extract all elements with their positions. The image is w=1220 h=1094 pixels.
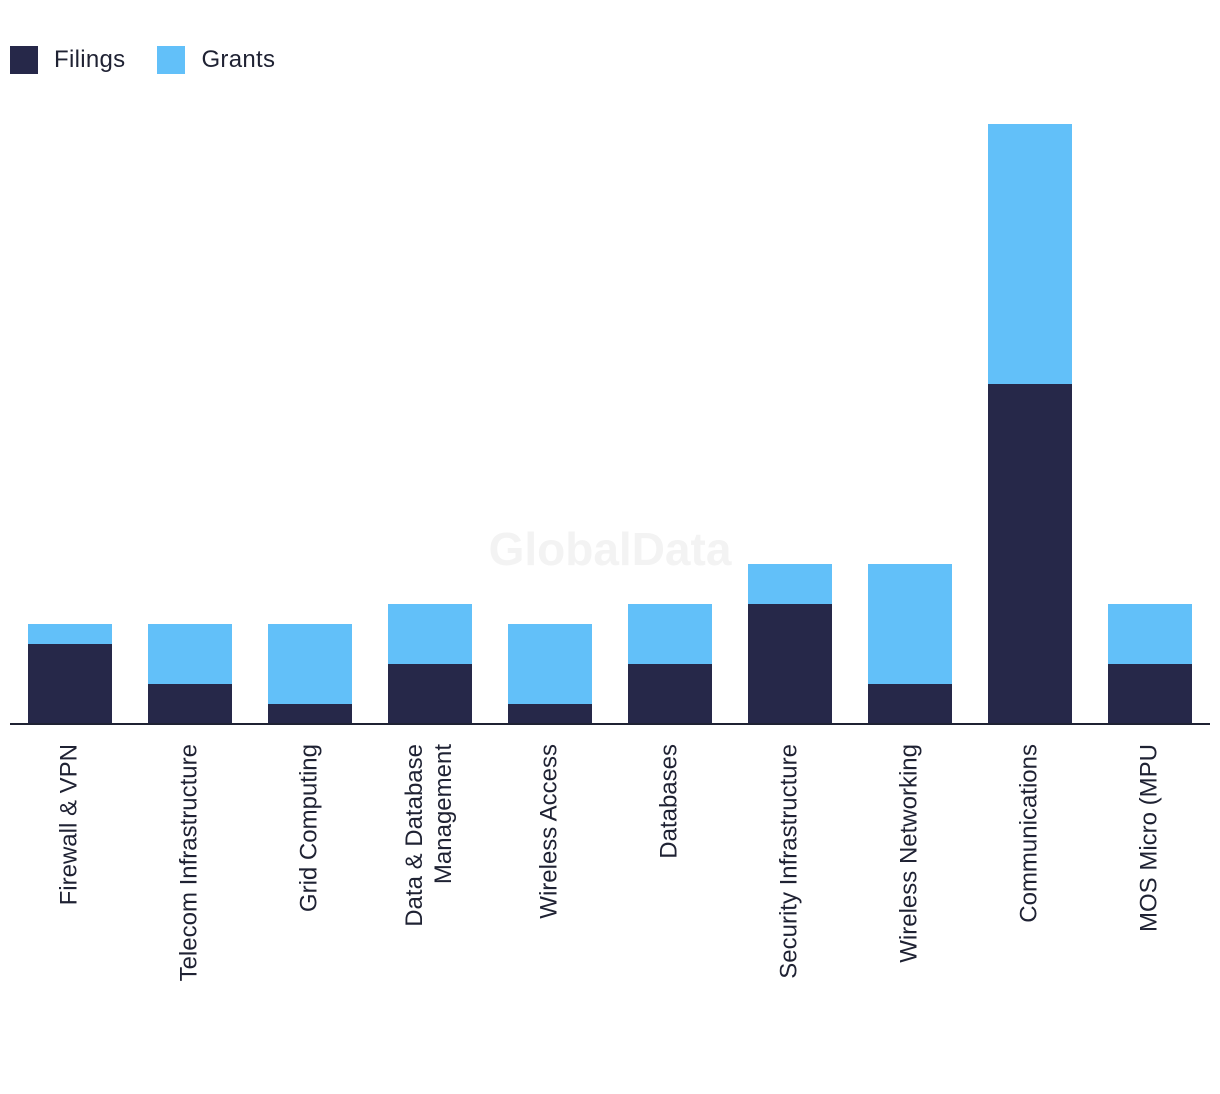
x-tick-label-7: Wireless Networking — [895, 744, 922, 963]
bar-filings-0 — [28, 644, 112, 724]
bar-grants-6 — [748, 564, 832, 604]
x-tick-label-3-line-1: Management — [430, 744, 457, 884]
x-tick-label-2: Grid Computing — [295, 744, 322, 912]
bar-grants-3 — [388, 604, 472, 664]
legend-swatch-filings — [10, 46, 38, 74]
bar-filings-8 — [988, 384, 1072, 724]
x-tick-label-4: Wireless Access — [535, 744, 562, 919]
watermark: GlobalData — [489, 523, 732, 575]
bar-filings-6 — [748, 604, 832, 724]
bar-filings-5 — [628, 664, 712, 724]
bar-grants-1 — [148, 624, 232, 684]
bar-grants-7 — [868, 564, 952, 684]
bar-filings-2 — [268, 704, 352, 724]
bar-grants-8 — [988, 124, 1072, 384]
x-tick-label-6: Security Infrastructure — [775, 744, 802, 979]
legend-item-filings: Filings — [10, 46, 125, 74]
bar-grants-5 — [628, 604, 712, 664]
bar-grants-9 — [1108, 604, 1192, 664]
bar-filings-3 — [388, 664, 472, 724]
x-tick-label-1: Telecom Infrastructure — [175, 744, 202, 981]
x-tick-label-8: Communications — [1015, 744, 1042, 923]
bar-filings-7 — [868, 684, 952, 724]
legend-item-grants: Grants — [157, 46, 275, 74]
bar-filings-1 — [148, 684, 232, 724]
x-tick-label-0: Firewall & VPN — [55, 744, 82, 905]
bar-filings-4 — [508, 704, 592, 724]
x-tick-label-9: MOS Micro (MPU — [1135, 744, 1162, 932]
bar-filings-9 — [1108, 664, 1192, 724]
x-tick-label-5: Databases — [655, 744, 682, 859]
x-tick-labels: Firewall & VPN Telecom Infrastructure Grid… — [55, 744, 1162, 982]
bar-grants-2 — [268, 624, 352, 704]
chart-legend: Filings Grants — [10, 44, 307, 76]
bars-group — [28, 124, 1192, 724]
legend-swatch-grants — [157, 46, 186, 74]
legend-label-grants: Grants — [201, 46, 276, 73]
bar-grants-4 — [508, 624, 592, 704]
bar-grants-0 — [28, 624, 112, 644]
legend-label-filings: Filings — [54, 46, 126, 73]
x-tick-label-3-line-0: Data & Database — [401, 744, 428, 927]
